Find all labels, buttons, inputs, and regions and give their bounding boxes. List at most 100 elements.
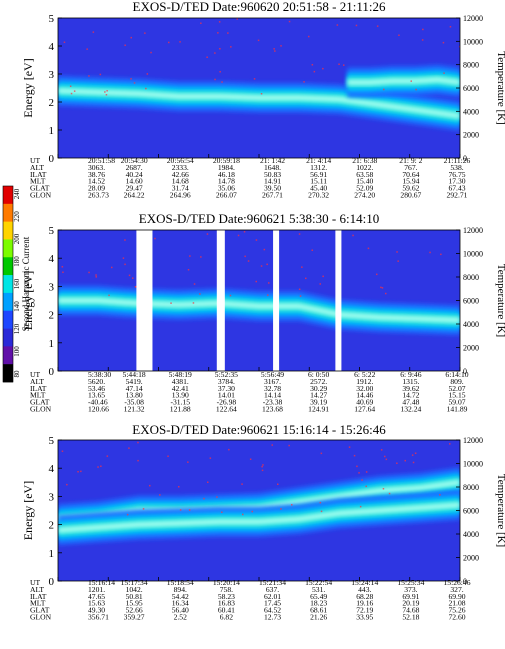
spectrum-band-1-layer-4 (58, 87, 460, 119)
noise-pixel (361, 479, 363, 481)
noise-pixel (229, 294, 232, 297)
y2-tick-label: 4000 (463, 320, 479, 329)
row-value: 65.49 (310, 592, 327, 601)
colorbar-label: Second Harmonic Current (21, 236, 31, 331)
noise-pixel (251, 510, 253, 513)
y-axis-label: Energy [eV] (21, 271, 35, 330)
row-value: 264.96 (170, 191, 191, 200)
noise-pixel (167, 455, 169, 457)
row-value: 35.06 (218, 184, 235, 193)
row-value: 124.91 (308, 405, 329, 414)
y-tick-label: 1 (49, 548, 55, 560)
colorbar-tick-label: 140 (13, 301, 21, 312)
noise-pixel (61, 266, 64, 268)
y-tick-label: 2 (49, 97, 55, 109)
noise-pixel (146, 73, 149, 75)
noise-pixel (343, 64, 345, 66)
noise-pixel (179, 509, 182, 511)
noise-pixel (128, 274, 131, 277)
y2-tick-label: 10000 (463, 37, 483, 46)
noise-pixel (359, 505, 362, 508)
noise-pixel (261, 469, 264, 472)
noise-pixel (159, 494, 161, 496)
panel-1: EXOS-D/TED Date:960620 20:51:58 - 21:11:… (21, 0, 505, 200)
noise-pixel (411, 454, 414, 456)
colorbar-tick-label: 100 (13, 346, 21, 357)
noise-pixel (262, 464, 264, 466)
row-value: 13.90 (172, 391, 189, 400)
noise-pixel (322, 67, 324, 70)
row-value: 14.27 (310, 391, 327, 400)
noise-pixel (396, 462, 398, 464)
row-value: 13.80 (126, 391, 143, 400)
y2-tick-label: 6000 (463, 84, 479, 93)
row-value: 14.68 (172, 177, 189, 186)
row-value: 1042. (126, 585, 143, 594)
row-value: 50.81 (126, 592, 143, 601)
noise-pixel (95, 274, 97, 276)
row-value: 122.64 (216, 405, 237, 414)
noise-pixel (449, 443, 451, 445)
row-value: 121.32 (124, 405, 145, 414)
noise-pixel (219, 48, 221, 50)
row-value: 54.42 (172, 592, 189, 601)
noise-pixel (247, 260, 250, 262)
row-value: 1022. (356, 163, 373, 172)
noise-pixel (414, 452, 417, 454)
row-value: 5:56:49 (261, 370, 284, 379)
noise-pixel (189, 255, 191, 257)
noise-pixel (80, 470, 82, 473)
noise-pixel (381, 287, 384, 289)
noise-pixel (440, 253, 442, 256)
row-value: -40.46 (88, 398, 108, 407)
noise-pixel (133, 82, 136, 84)
noise-pixel (178, 486, 180, 488)
y-tick-label: 5 (49, 435, 55, 447)
row-value: 58.23 (218, 592, 235, 601)
noise-pixel (170, 302, 172, 304)
row-label-alt: ALT (30, 163, 44, 172)
colorbar-segment (3, 346, 13, 365)
row-value: 40.69 (356, 398, 373, 407)
row-label-alt: ALT (30, 377, 44, 386)
y2-axis-label: Temperature [K] (495, 474, 505, 547)
noise-pixel (380, 286, 382, 289)
row-value: 15.95 (126, 599, 143, 608)
row-value: 1312. (310, 163, 327, 172)
noise-pixel (188, 509, 191, 511)
noise-pixel (305, 277, 307, 280)
data-gap (216, 230, 225, 371)
row-value: 15:20:14 (213, 578, 240, 587)
row-value: 3784. (218, 377, 235, 386)
noise-pixel (376, 25, 379, 27)
row-value: 280.67 (400, 191, 421, 200)
row-value: 21:11:26 (444, 156, 471, 165)
y-axis-label: Energy [eV] (21, 58, 35, 117)
noise-pixel (319, 283, 321, 285)
row-value: 20:51:58 (88, 156, 115, 165)
noise-pixel (385, 458, 388, 461)
row-value: 52.66 (126, 606, 143, 615)
colorbar-segment (3, 203, 13, 222)
spectrogram (58, 18, 460, 158)
row-value: 17.30 (448, 177, 465, 186)
y2-tick-label: 6000 (463, 507, 479, 516)
y2-tick-label: 0 (463, 367, 467, 376)
row-value: 15.40 (356, 177, 373, 186)
noise-pixel (261, 465, 263, 468)
noise-pixel (236, 18, 238, 20)
spectrum-band-1-layer-4 (58, 297, 460, 324)
row-value: 3167. (264, 377, 281, 386)
row-value: 42.66 (172, 170, 189, 179)
row-value: 69.91 (402, 592, 419, 601)
noise-pixel (301, 266, 303, 268)
row-value: 14.78 (218, 177, 235, 186)
noise-pixel (214, 52, 216, 54)
noise-pixel (410, 80, 412, 82)
row-value: 14.01 (218, 391, 235, 400)
noise-pixel (384, 455, 386, 458)
noise-pixel (273, 48, 275, 50)
noise-pixel (150, 51, 152, 54)
noise-pixel (280, 508, 282, 510)
